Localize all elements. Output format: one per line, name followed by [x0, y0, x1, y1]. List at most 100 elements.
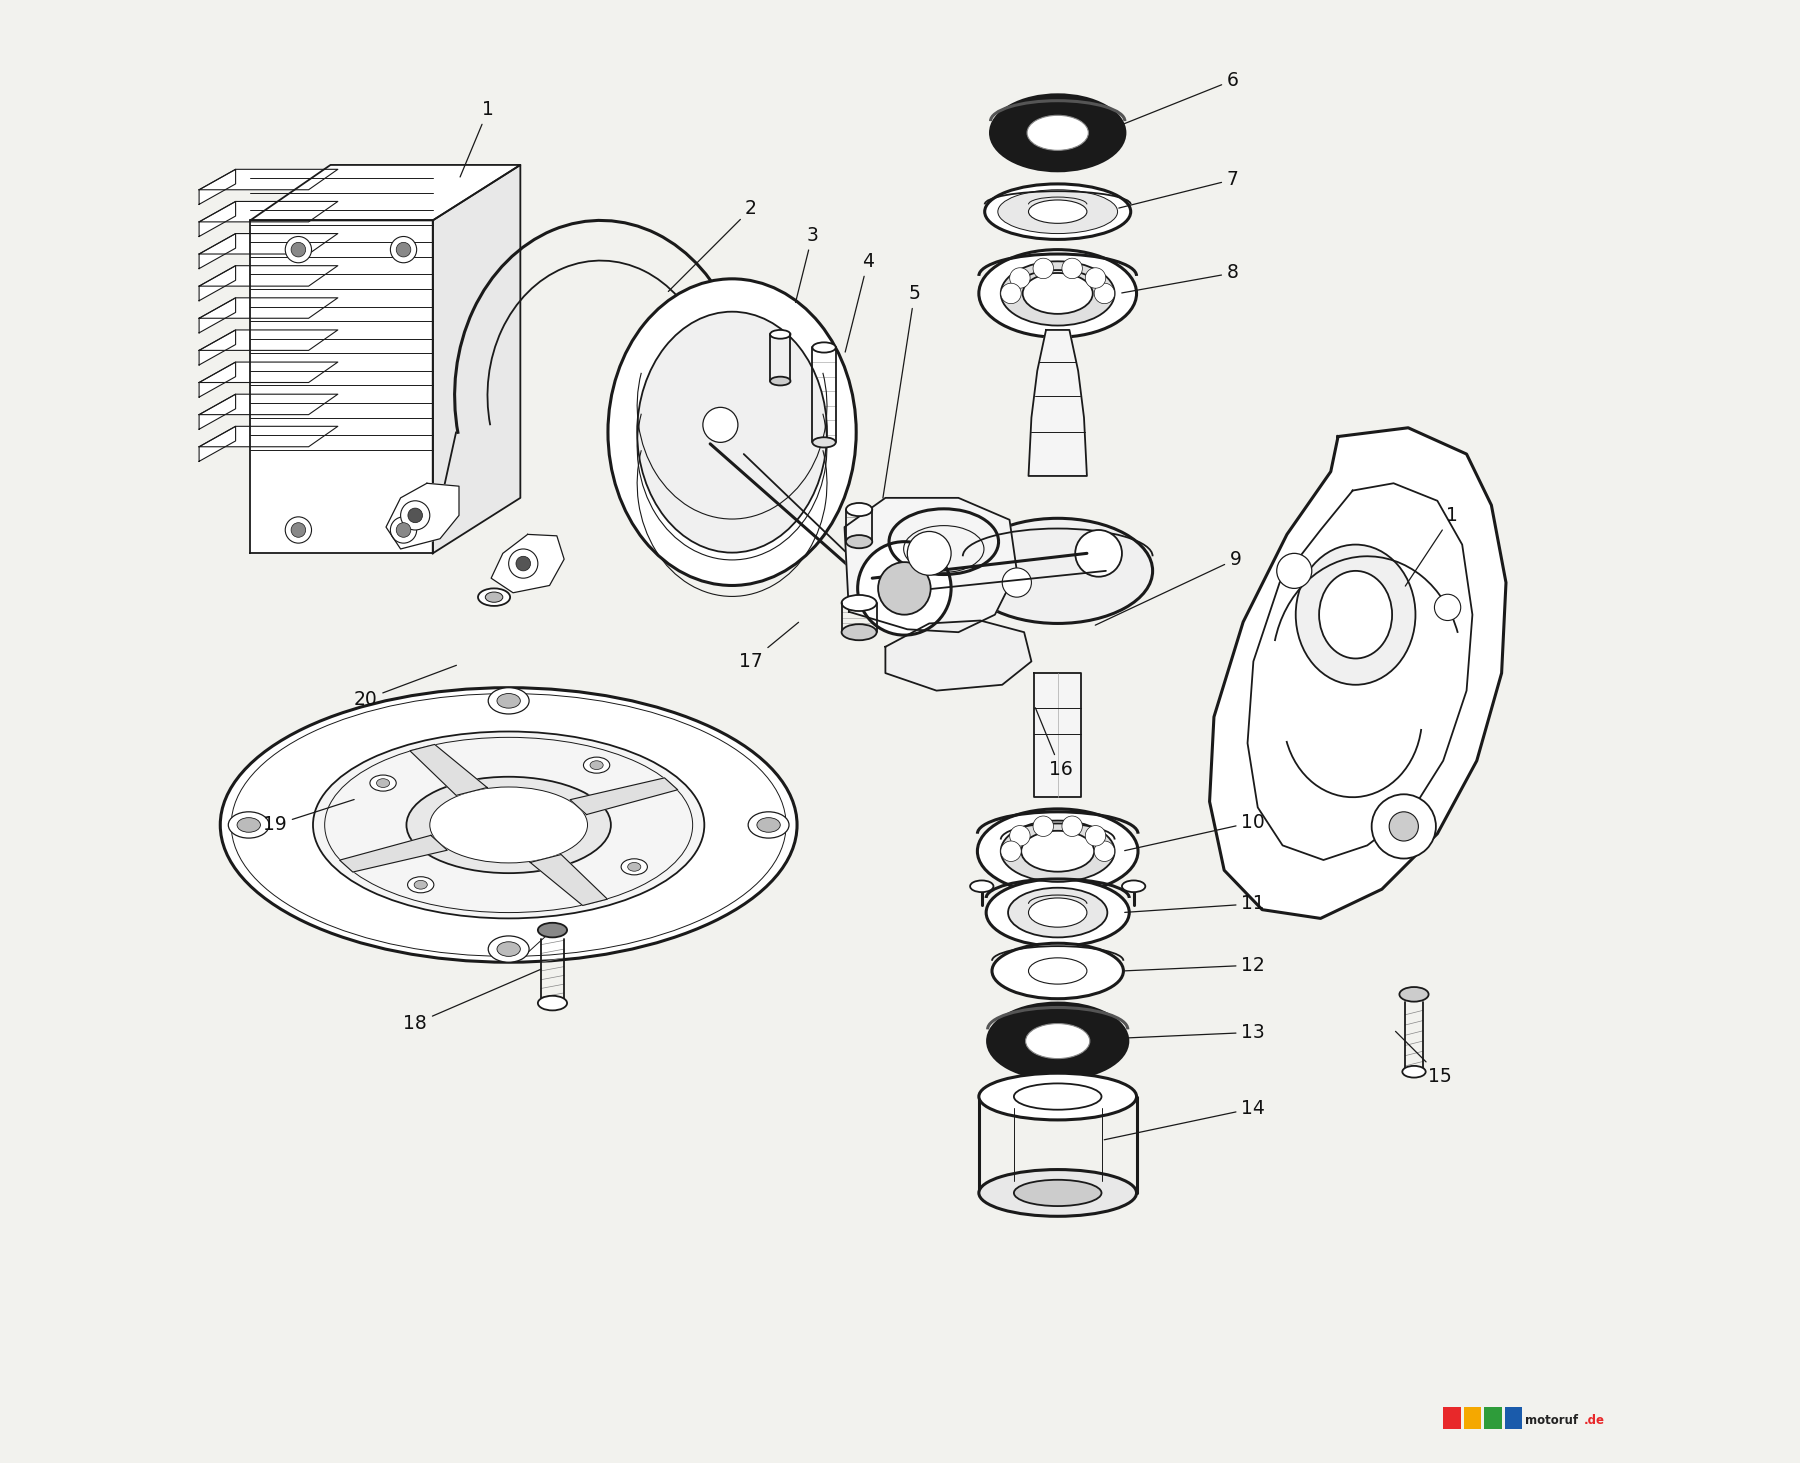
Ellipse shape: [979, 250, 1136, 338]
Text: 6: 6: [1118, 70, 1238, 126]
Circle shape: [907, 531, 950, 575]
Ellipse shape: [749, 812, 788, 838]
Ellipse shape: [1008, 888, 1107, 938]
Circle shape: [391, 516, 416, 543]
Ellipse shape: [1296, 544, 1415, 685]
Ellipse shape: [1026, 1024, 1089, 1059]
Ellipse shape: [1001, 262, 1114, 326]
Ellipse shape: [842, 625, 877, 641]
Text: 18: 18: [403, 969, 542, 1033]
Ellipse shape: [1028, 116, 1089, 151]
Circle shape: [1390, 812, 1418, 841]
Circle shape: [396, 243, 410, 257]
Polygon shape: [844, 497, 1017, 632]
Ellipse shape: [963, 518, 1152, 623]
Circle shape: [396, 522, 410, 537]
Circle shape: [1085, 825, 1105, 846]
Polygon shape: [1028, 331, 1087, 475]
Ellipse shape: [997, 190, 1118, 234]
Ellipse shape: [846, 535, 873, 549]
Polygon shape: [385, 483, 459, 549]
Polygon shape: [200, 234, 236, 269]
Circle shape: [1094, 841, 1114, 862]
Polygon shape: [200, 170, 236, 205]
Ellipse shape: [1021, 831, 1094, 872]
Text: motoruf: motoruf: [1525, 1415, 1579, 1428]
Ellipse shape: [430, 787, 587, 863]
Text: 11: 11: [1125, 894, 1265, 913]
Text: 2: 2: [668, 199, 758, 291]
Ellipse shape: [628, 863, 641, 870]
Text: 12: 12: [1125, 955, 1265, 974]
Ellipse shape: [608, 279, 857, 585]
FancyBboxPatch shape: [1463, 1407, 1481, 1429]
Circle shape: [284, 237, 311, 263]
Polygon shape: [200, 298, 338, 319]
Circle shape: [1085, 268, 1105, 288]
Ellipse shape: [979, 1074, 1136, 1119]
Polygon shape: [1035, 673, 1082, 797]
Polygon shape: [200, 426, 338, 446]
Polygon shape: [491, 534, 563, 593]
Ellipse shape: [1028, 958, 1087, 985]
Text: 10: 10: [1125, 812, 1265, 850]
Ellipse shape: [842, 595, 877, 612]
Polygon shape: [1247, 483, 1472, 860]
Ellipse shape: [407, 777, 610, 873]
Ellipse shape: [1001, 821, 1114, 882]
Text: 3: 3: [796, 225, 819, 303]
Ellipse shape: [220, 688, 797, 963]
Circle shape: [284, 516, 311, 543]
Circle shape: [1033, 257, 1053, 278]
Ellipse shape: [497, 942, 520, 957]
Ellipse shape: [486, 593, 502, 603]
Ellipse shape: [1121, 881, 1145, 892]
Ellipse shape: [1028, 898, 1087, 928]
Text: 1: 1: [1406, 506, 1458, 587]
FancyBboxPatch shape: [1505, 1407, 1523, 1429]
Polygon shape: [200, 331, 338, 350]
Circle shape: [292, 243, 306, 257]
Ellipse shape: [1013, 1179, 1102, 1206]
Polygon shape: [200, 361, 236, 396]
Ellipse shape: [538, 923, 567, 938]
Circle shape: [1010, 268, 1030, 288]
Ellipse shape: [376, 778, 389, 787]
Polygon shape: [410, 745, 488, 796]
Circle shape: [1062, 816, 1082, 837]
Circle shape: [517, 556, 531, 571]
Polygon shape: [200, 298, 236, 334]
Circle shape: [1372, 794, 1436, 859]
Text: 14: 14: [1103, 1099, 1265, 1140]
Ellipse shape: [371, 775, 396, 791]
Circle shape: [1276, 553, 1312, 588]
Ellipse shape: [1028, 200, 1087, 224]
Text: 8: 8: [1121, 263, 1238, 293]
Ellipse shape: [977, 809, 1138, 894]
Ellipse shape: [770, 331, 790, 339]
Ellipse shape: [770, 376, 790, 385]
Circle shape: [1062, 257, 1082, 278]
FancyBboxPatch shape: [1444, 1407, 1462, 1429]
Polygon shape: [200, 234, 338, 255]
Circle shape: [702, 407, 738, 442]
Circle shape: [1001, 841, 1021, 862]
Text: .de: .de: [1584, 1415, 1604, 1428]
Ellipse shape: [1013, 1084, 1102, 1110]
Ellipse shape: [407, 876, 434, 892]
Polygon shape: [571, 778, 677, 815]
Ellipse shape: [1402, 1067, 1426, 1078]
Ellipse shape: [583, 758, 610, 772]
Polygon shape: [200, 266, 236, 301]
Ellipse shape: [538, 996, 567, 1011]
Polygon shape: [531, 854, 607, 906]
Circle shape: [1075, 530, 1121, 576]
Ellipse shape: [812, 342, 835, 353]
Ellipse shape: [756, 818, 779, 832]
Ellipse shape: [590, 761, 603, 770]
Text: 15: 15: [1395, 1031, 1453, 1086]
Ellipse shape: [488, 688, 529, 714]
Polygon shape: [340, 835, 446, 872]
Text: 1: 1: [461, 99, 495, 177]
Ellipse shape: [992, 944, 1123, 999]
